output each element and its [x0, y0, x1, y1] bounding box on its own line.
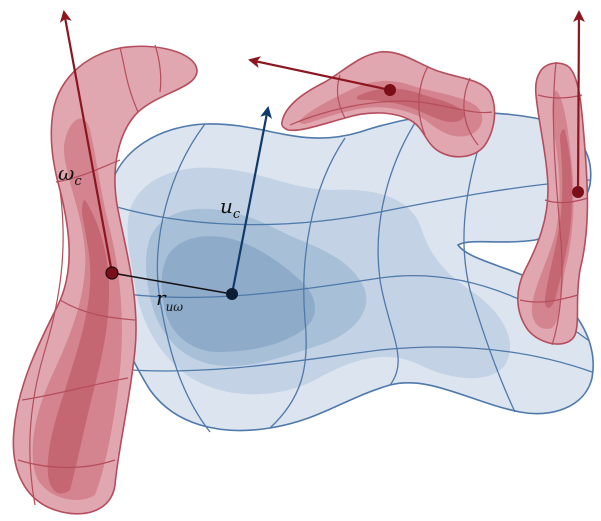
- blue-surface-grid: [109, 109, 593, 433]
- omega-label-sub: c: [74, 174, 82, 189]
- vectors: [59, 10, 585, 295]
- top-tube-grid-line: [289, 100, 493, 126]
- blue-region-core-layer: [161, 236, 316, 352]
- left-tube-centroid-point: [105, 266, 119, 280]
- right-tube-grid: [519, 61, 589, 346]
- omega-label: ωc: [58, 161, 82, 189]
- blue-velocity-region: [103, 109, 594, 433]
- right-tube-grid-line: [519, 294, 579, 303]
- top-tube-vorticity-arrow: [248, 56, 391, 92]
- blue-grid-line: [269, 137, 346, 429]
- blue-grid-line: [463, 109, 516, 413]
- labels: ωc uc ruω: [58, 161, 241, 314]
- left-vorticity-tube: [12, 44, 198, 515]
- right-tube-centroid-point: [572, 186, 584, 198]
- left-tube-grid-line: [55, 159, 121, 183]
- left-tube-mid: [32, 118, 122, 500]
- left-tube-grid-line: [29, 189, 64, 506]
- velocity-label-main: u: [220, 194, 233, 218]
- left-tube-core: [47, 200, 110, 494]
- left-tube-grid: [17, 44, 162, 506]
- blue-grid-line: [109, 179, 591, 226]
- top-tube-core: [356, 88, 465, 122]
- left-tube-grid-line: [59, 299, 136, 321]
- velocity-label-sub: c: [233, 207, 241, 222]
- omega-vector-arrow: [59, 10, 114, 274]
- right-tube-vorticity-arrow: [572, 10, 585, 193]
- distance-label-main: r: [156, 286, 167, 310]
- distance-vector-line: [111, 272, 233, 295]
- right-tube-core: [544, 129, 573, 309]
- velocity-centroid-point: [226, 288, 238, 300]
- top-tube-mid: [299, 80, 483, 137]
- velocity-label: uc: [220, 194, 241, 222]
- distance-label: ruω: [156, 286, 183, 314]
- points: [105, 84, 584, 300]
- top-tube-grid-line: [418, 65, 429, 136]
- velocity-vector-arrow: [230, 106, 272, 295]
- right-vorticity-tube: [517, 61, 589, 346]
- left-tube-grid-line: [119, 47, 139, 113]
- blue-grid-line: [156, 123, 211, 433]
- left-tube-grid-line: [154, 44, 162, 93]
- left-tube-grid-line: [21, 377, 129, 401]
- distance-label-sub: uω: [166, 300, 184, 314]
- top-tube-centroid-point: [384, 84, 396, 96]
- blue-grid-line: [377, 114, 421, 386]
- blue-grid-line: [129, 346, 593, 373]
- left-tube-grid-line: [17, 459, 116, 469]
- omega-label-main: ω: [58, 161, 74, 185]
- right-tube-grid-line: [544, 197, 589, 204]
- right-tube-grid-line: [551, 61, 563, 346]
- top-tube-grid-line: [463, 77, 479, 146]
- right-tube-outer: [517, 62, 589, 345]
